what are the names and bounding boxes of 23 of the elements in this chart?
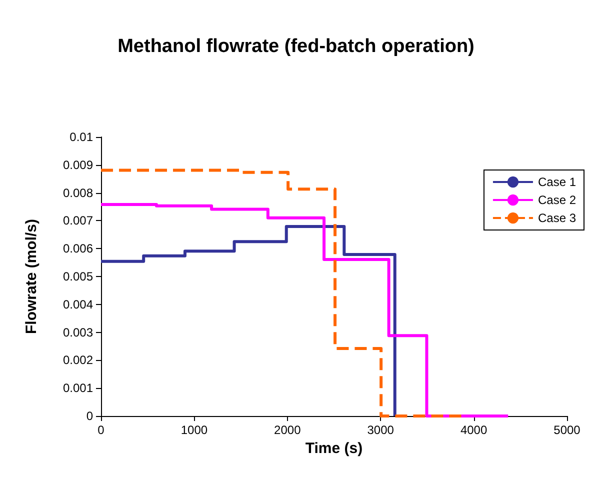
x-tick-label: 4000 — [460, 423, 488, 437]
y-tick-label: 0.009 — [62, 158, 94, 172]
y-tick-label: 0.008 — [62, 186, 94, 200]
y-tick-label: 0.01 — [70, 130, 94, 144]
legend-label: Case 1 — [538, 175, 576, 189]
legend-label: Case 3 — [538, 211, 576, 225]
y-tick-label: 0.004 — [62, 297, 94, 312]
legend-label: Case 2 — [538, 193, 576, 207]
y-tick-label: 0.002 — [62, 353, 94, 368]
x-tick-label: 5000 — [554, 423, 581, 437]
x-tick-label: 1000 — [180, 423, 208, 437]
chart-title: Methanol flowrate (fed-batch operation) — [118, 36, 474, 57]
y-tick-label: 0.007 — [62, 214, 94, 228]
y-tick-label: 0.005 — [62, 270, 94, 284]
y-tick-label: 0 — [86, 409, 94, 423]
y-tick-label: 0.001 — [62, 381, 94, 396]
x-tick-label: 3000 — [367, 423, 394, 437]
x-axis-title: Time (s) — [305, 440, 363, 457]
y-tick-label: 0.003 — [62, 325, 94, 340]
x-tick-label: 2000 — [274, 423, 302, 437]
x-tick-label: 0 — [98, 423, 105, 437]
y-axis-title: Flowrate (mol/s) — [23, 218, 40, 334]
y-tick-label: 0.006 — [62, 242, 94, 256]
